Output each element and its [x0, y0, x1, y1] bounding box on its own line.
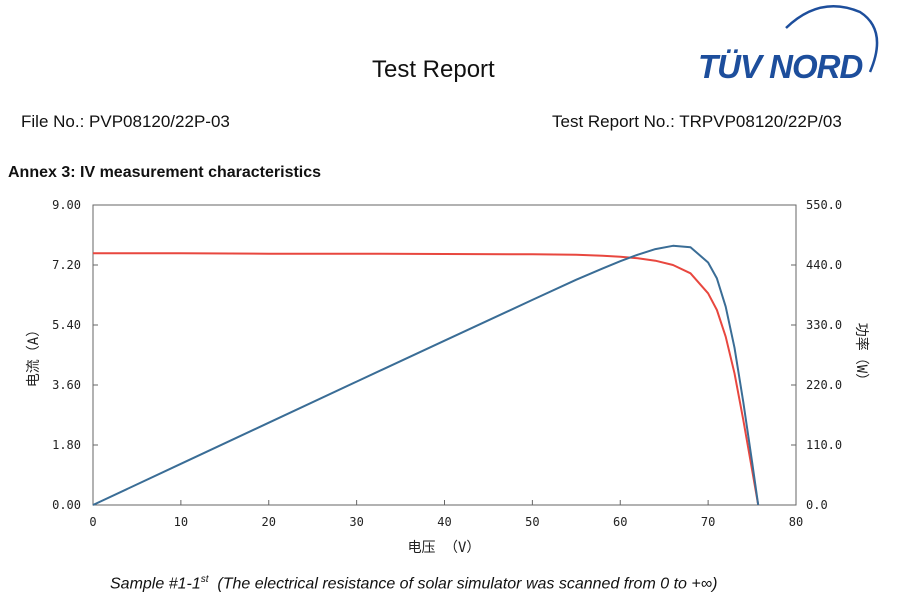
y-left-tick-label: 0.00	[52, 498, 81, 512]
page-title: Test Report	[372, 56, 495, 83]
x-tick-label: 50	[525, 515, 539, 529]
x-axis-label: 电压 （V）	[408, 540, 481, 556]
x-tick-label: 80	[789, 515, 803, 529]
y-left-tick-label: 7.20	[52, 258, 81, 272]
y-left-tick-label: 3.60	[52, 378, 81, 392]
tuv-nord-logo: TÜV NORD	[690, 0, 900, 95]
x-tick-label: 60	[613, 515, 627, 529]
y-right-tick-label: 0.0	[806, 498, 828, 512]
current-curve-line	[93, 252, 760, 506]
file-number: File No.: PVP08120/22P-03	[21, 112, 230, 131]
x-tick-label: 0	[89, 515, 96, 529]
y-right-tick-label: 110.0	[806, 438, 842, 452]
logo-text: TÜV NORD	[698, 48, 863, 85]
logo-arc-icon	[785, 5, 879, 73]
x-tick-label: 20	[262, 515, 276, 529]
iv-chart: 0 10 20 30 40 50 60 70 80 0.00 1.80 3.60 5.40 7.20 9.…	[26, 198, 870, 556]
x-tick-label: 40	[437, 515, 451, 529]
y-right-axis-ticks: 0.0 110.0 220.0 330.0 440.0 550.0	[791, 198, 842, 512]
report-number: Test Report No.: TRPVP08120/22P/03	[552, 112, 842, 131]
series-layer	[92, 244, 760, 506]
x-tick-label: 10	[174, 515, 188, 529]
x-axis-ticks: 0 10 20 30 40 50 60 70 80	[89, 500, 803, 529]
y-left-axis-label: 电流（A）	[26, 323, 42, 387]
y-left-tick-label: 9.00	[52, 198, 81, 212]
y-left-axis-ticks: 0.00 1.80 3.60 5.40 7.20 9.00	[52, 198, 98, 512]
y-left-tick-label: 5.40	[52, 318, 81, 332]
sample-caption: Sample #1-1st (The electrical resistance…	[110, 574, 717, 593]
power-curve-line	[92, 244, 760, 506]
y-right-tick-label: 220.0	[806, 378, 842, 392]
caption-superscript: st	[200, 574, 209, 585]
x-tick-label: 70	[701, 515, 715, 529]
y-left-tick-label: 1.80	[52, 438, 81, 452]
annex-heading: Annex 3: IV measurement characteristics	[8, 164, 322, 181]
y-right-tick-label: 550.0	[806, 198, 842, 212]
plot-frame	[92, 204, 797, 506]
y-right-axis-label: 功率（W）	[853, 323, 870, 387]
caption-prefix: Sample #1-1	[110, 575, 201, 593]
y-right-tick-label: 440.0	[806, 258, 842, 272]
caption-suffix: (The electrical resistance of solar simu…	[208, 575, 718, 593]
y-right-tick-label: 330.0	[806, 318, 842, 332]
x-tick-label: 30	[349, 515, 363, 529]
